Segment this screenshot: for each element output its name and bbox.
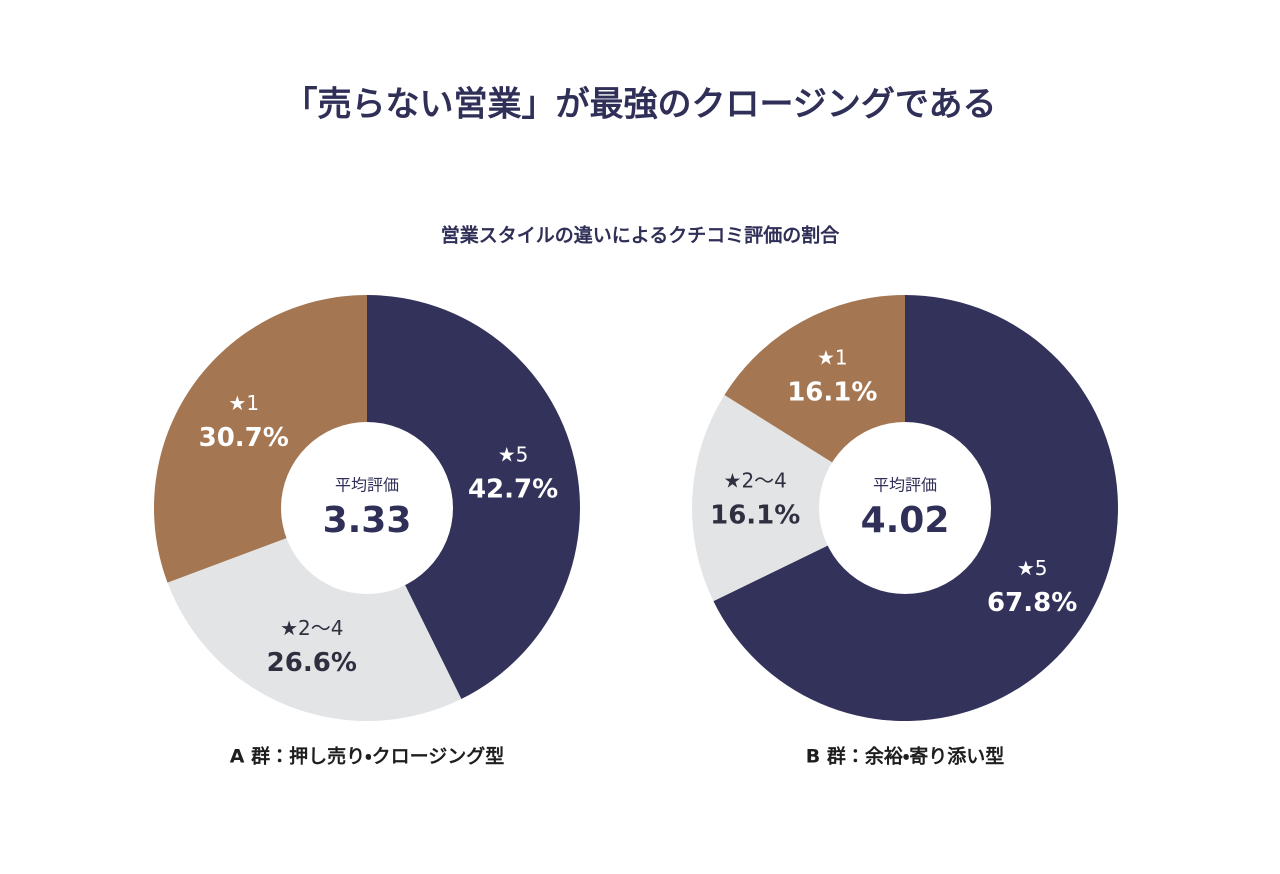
page-title: 「売らない営業」が最強のクロージングである (284, 85, 997, 125)
chart-title: B 群：余裕・寄り添い型 (806, 745, 1005, 768)
slice-value-label: 42.7% (468, 474, 558, 504)
slice-category: ★1 (817, 345, 848, 369)
center-value: 4.02 (861, 500, 950, 541)
slice-category: ★1 (228, 391, 259, 415)
subtitle: 営業スタイルの違いによるクチコミ評価の割合 (441, 224, 840, 247)
slice-value-label: 16.1% (787, 377, 877, 407)
slice-category: ★5 (498, 442, 529, 466)
chart-title: A 群：押し売り・クロージング型 (230, 745, 504, 768)
slice-category: ★5 (1017, 556, 1048, 580)
center-value: 3.33 (323, 500, 412, 541)
slice-value-label: 67.8% (987, 588, 1077, 618)
slice-value-label: 26.6% (267, 648, 357, 678)
donut-hole (819, 422, 991, 594)
center-label: 平均評価 (335, 476, 399, 495)
pie-slice (367, 295, 580, 699)
center-label: 平均評価 (873, 476, 937, 495)
slice-category: ★2〜4 (280, 616, 343, 640)
slice-category: ★2〜4 (724, 468, 787, 492)
slice-value-label: 30.7% (199, 423, 289, 453)
donut-hole (281, 422, 453, 594)
slice-value-label: 16.1% (710, 500, 800, 530)
pie-slice (691, 395, 905, 602)
